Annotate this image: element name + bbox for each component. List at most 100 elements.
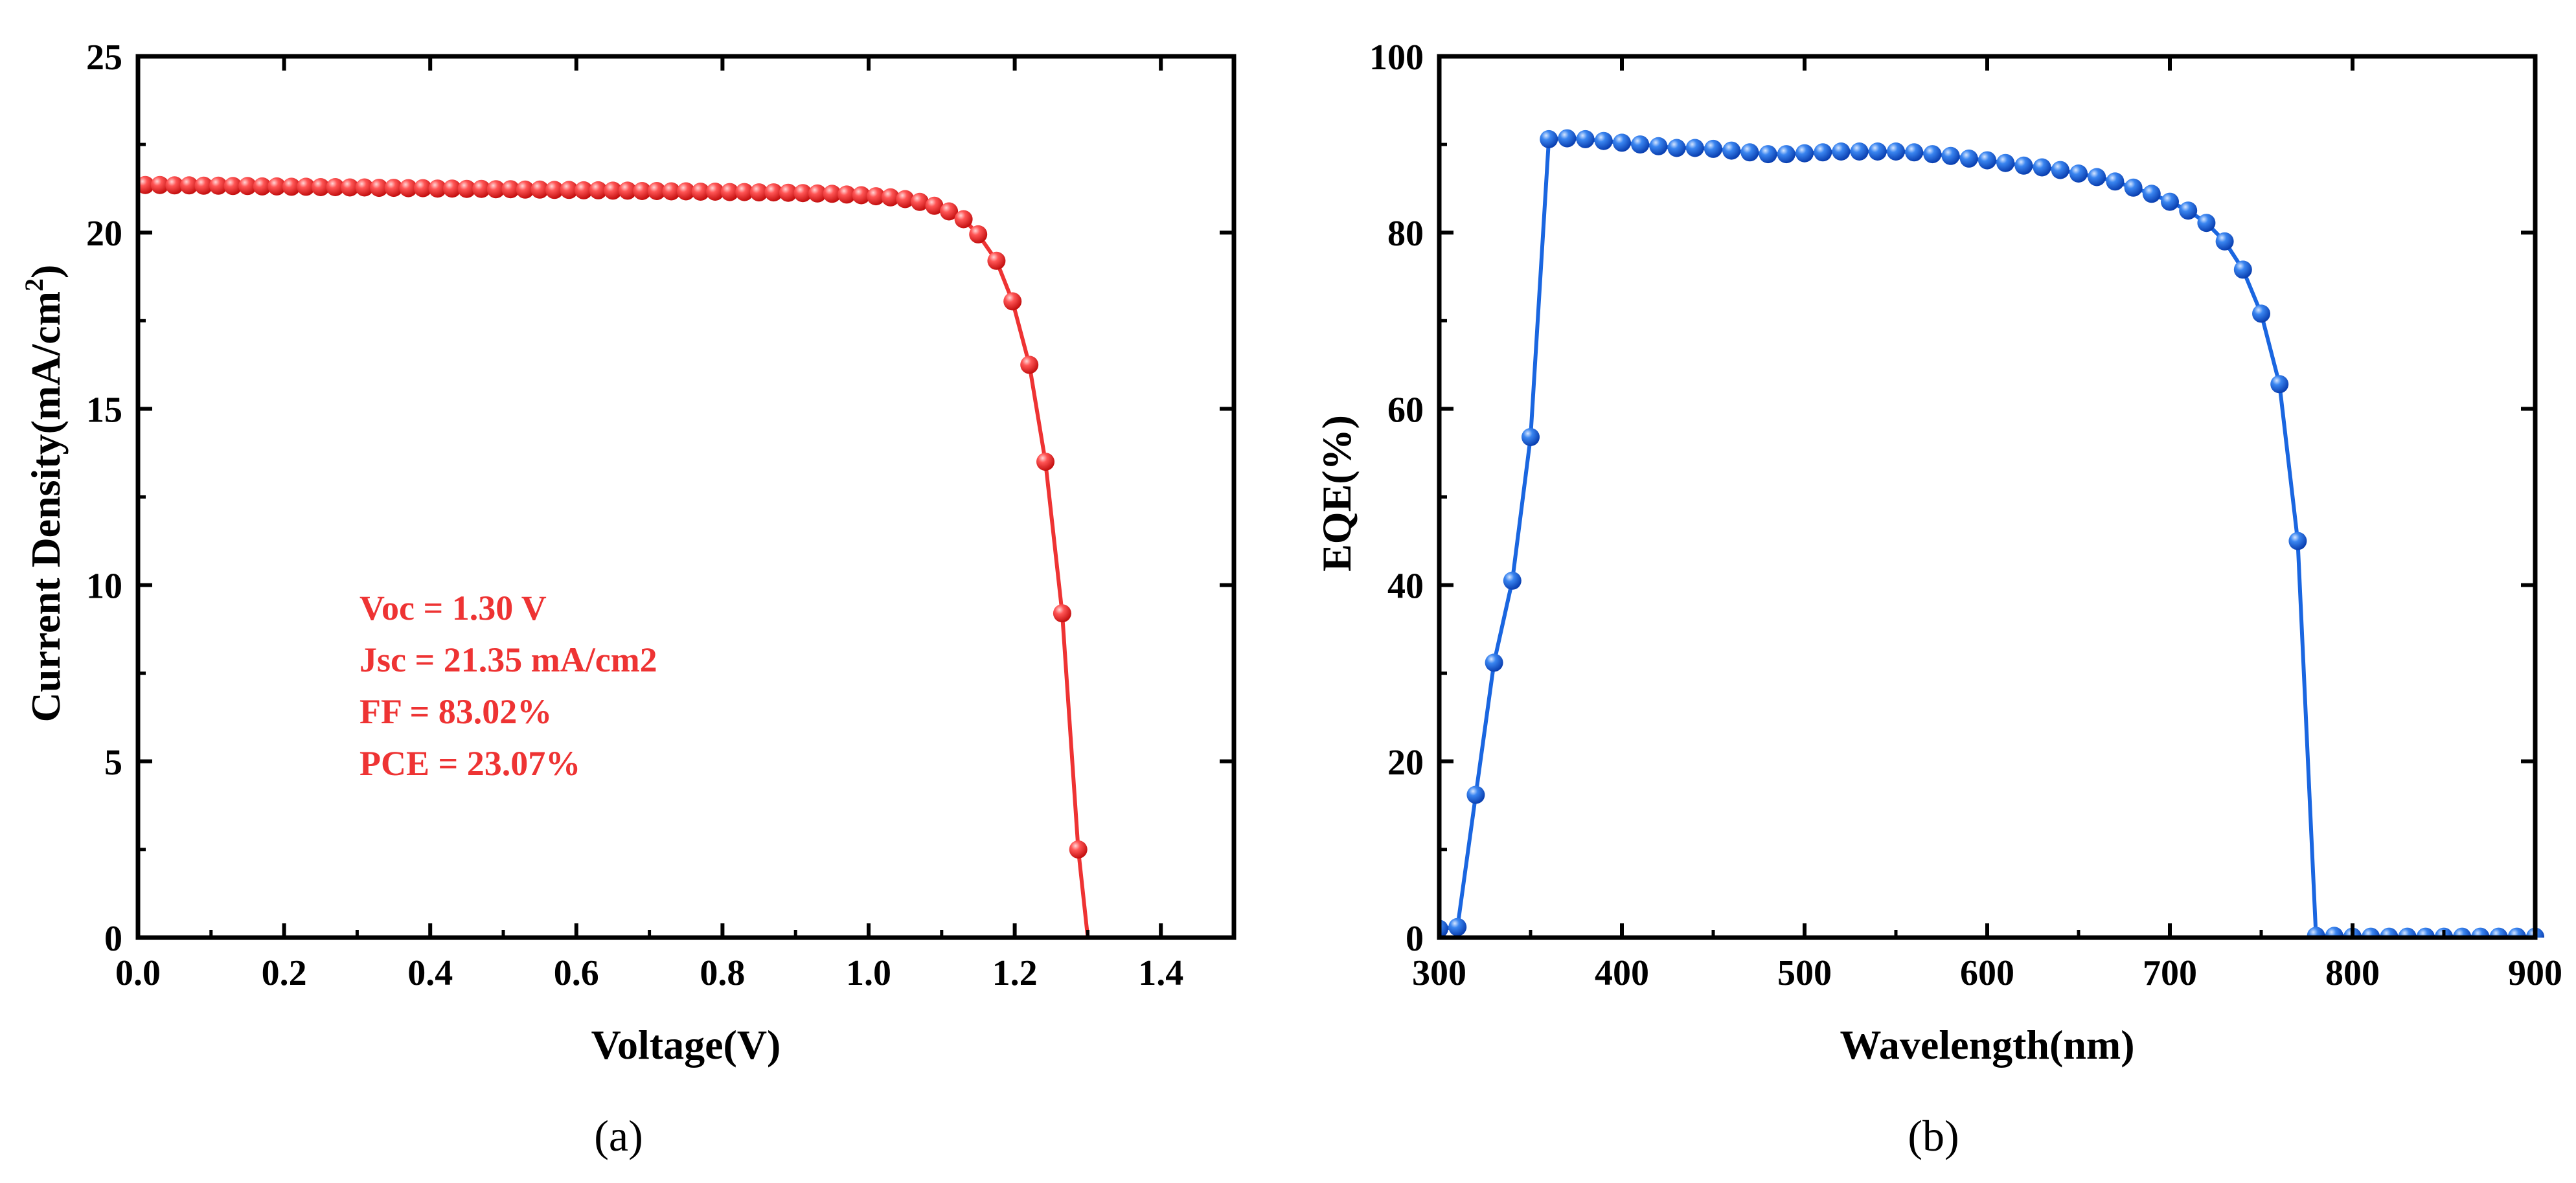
eqe-data-point [2106,172,2125,191]
eqe-data-point [1959,149,1978,168]
eqe-data-point [2179,201,2198,220]
jv-data-point [138,175,155,194]
caption-a: (a) [594,1111,643,1160]
jv-data-point [413,179,432,197]
eqe-data-point [1558,129,1577,148]
jv-data-point [647,182,666,200]
eqe-data-point [2033,158,2051,177]
jv-data-point [370,179,389,197]
eqe-data-point [2051,161,2069,179]
eqe-data-point [2453,927,2472,938]
jv-data-point [662,182,681,201]
eqe-data-point [2069,164,2088,183]
jv-data-point [341,178,359,197]
jv-data-point [838,185,856,204]
eqe-data-point [1850,142,1869,161]
eqe-data-point [1448,918,1467,936]
jv-data-point [282,177,301,196]
eqe-data-point [1740,143,1759,162]
eqe-y-tick-label: 60 [1387,390,1424,430]
eqe-series-line [1439,136,2535,938]
eqe-data-point [2398,927,2417,938]
jv-data-point [925,196,944,215]
jv-annotation-ff: FF = 83.02% [359,692,552,731]
jv-data-point [399,179,418,197]
eqe-data-point [2489,927,2508,938]
eqe-data-point [1814,143,1832,162]
jv-data-point [940,202,959,221]
eqe-data-point [1649,137,1668,155]
jv-data-point [268,177,286,196]
eqe-data-point [1923,145,1942,164]
jv-data-point [384,179,403,197]
jv-data-point [501,180,520,199]
jv-data-point [867,187,885,206]
jv-data-point [209,176,228,195]
jv-annotation-jsc: Jsc = 21.35 mA/cm2 [359,640,657,679]
jv-data-point [881,188,900,207]
jv-data-point [911,192,929,211]
eqe-x-tick-label: 400 [1595,953,1649,993]
eqe-data-point [1941,146,1960,165]
jv-y-tick-label: 5 [104,743,122,783]
eqe-data-point [2270,375,2289,394]
jv-data-point [808,184,826,203]
jv-data-point [312,178,330,196]
eqe-x-tick-label: 800 [2325,953,2380,993]
jv-data-point [326,178,345,196]
jv-data-point [764,183,783,202]
jv-data-point [735,183,754,201]
eqe-data-point [2161,192,2179,211]
eqe-data-point [1887,142,1905,161]
jv-data-point [677,182,695,201]
eqe-y-tick-label: 100 [1369,38,1424,78]
jv-data-point [793,184,812,203]
eqe-data-point [1795,144,1814,163]
eqe-data-point [1905,143,1924,162]
jv-y-tick-label: 0 [104,919,122,959]
jv-y-tick-label: 20 [86,214,122,254]
jv-data-point [253,177,271,196]
jv-y-axis-label-main: Current Density(mA/cm [23,291,69,722]
jv-data-point [969,225,988,243]
jv-data-point [165,176,184,195]
jv-data-point [589,181,608,199]
jv-chart: 0.0 0.2 0.4 0.6 0.8 1.0 1.2 1.4 0 5 10 15 20 25 Voc =… [19,38,1237,1160]
eqe-data-point [2215,232,2234,251]
jv-data-point [530,180,549,199]
eqe-data-point [2507,927,2526,938]
eqe-data-point [1503,571,1522,590]
jv-x-tick-label: 0.6 [554,953,599,993]
eqe-data-point [2197,214,2216,232]
eqe-y-tick-label: 20 [1387,743,1424,783]
jv-x-tick-label: 0.2 [262,953,307,993]
eqe-x-axis-label: Wavelength(nm) [1840,1022,2134,1068]
eqe-data-point [2307,927,2325,938]
eqe-data-point [1704,139,1722,158]
eqe-data-point [1522,428,1540,446]
eqe-chart: 300 400 500 600 700 800 900 0 20 40 60 80 100 Wavele… [1314,38,2562,1160]
eqe-plot-frame [1437,54,2538,940]
jv-annotation-pce: PCE = 23.07% [359,744,580,783]
eqe-data-point [1868,142,1887,161]
jv-x-axis-label: Voltage(V) [591,1022,781,1068]
eqe-data-point [1996,153,2015,172]
jv-data-point [896,190,915,208]
jv-data-point [472,179,491,198]
eqe-data-point [2124,178,2143,197]
jv-y-axis-label: Current Density(mA/cm2) [19,265,69,723]
jv-y-axis-label-close: ) [23,265,69,278]
jv-x-tick-label: 0.4 [407,953,453,993]
jv-data-point [560,181,578,199]
eqe-x-tick-label: 300 [1412,953,1466,993]
jv-data-point [779,183,797,202]
jv-data-point [238,177,257,196]
eqe-data-point [1722,141,1741,160]
eqe-data-point [1613,133,1631,152]
jv-data-point [633,182,652,200]
eqe-data-point [2325,927,2343,938]
jv-data-point [516,180,534,199]
jv-data-point [720,183,739,201]
jv-data-point [545,181,564,199]
eqe-data-point [1594,131,1613,150]
